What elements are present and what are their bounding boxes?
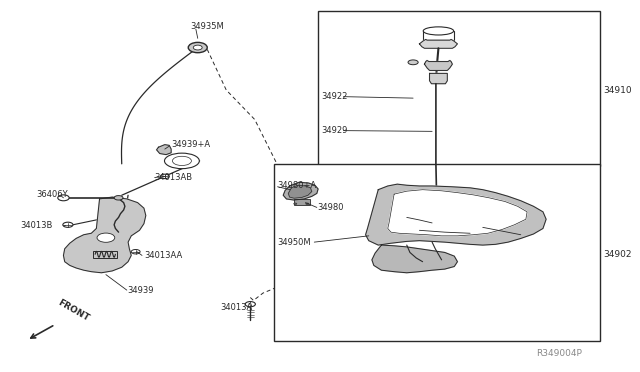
Bar xyxy=(274,164,600,341)
Text: 34929: 34929 xyxy=(321,126,348,135)
Ellipse shape xyxy=(188,42,207,53)
Ellipse shape xyxy=(58,195,69,201)
Polygon shape xyxy=(429,73,447,84)
Text: 34935M: 34935M xyxy=(190,22,224,31)
Polygon shape xyxy=(284,182,318,200)
Bar xyxy=(294,199,310,205)
Text: FRONT: FRONT xyxy=(56,298,91,323)
Text: 34910: 34910 xyxy=(603,86,632,94)
Polygon shape xyxy=(372,245,458,273)
Text: 34939: 34939 xyxy=(127,286,154,295)
Ellipse shape xyxy=(131,250,140,254)
Polygon shape xyxy=(288,185,312,198)
Text: 34939+A: 34939+A xyxy=(171,140,211,149)
Ellipse shape xyxy=(245,302,255,307)
Text: R349004P: R349004P xyxy=(536,350,582,359)
Text: 34922: 34922 xyxy=(321,92,348,101)
Polygon shape xyxy=(424,61,452,70)
Ellipse shape xyxy=(306,203,309,205)
Ellipse shape xyxy=(172,156,191,166)
Ellipse shape xyxy=(97,233,115,242)
Ellipse shape xyxy=(63,222,73,227)
Text: 36406Y: 36406Y xyxy=(36,190,68,199)
Ellipse shape xyxy=(294,203,297,205)
Text: 34980+A: 34980+A xyxy=(278,181,317,190)
Text: 34013A: 34013A xyxy=(220,303,252,312)
Text: 34902: 34902 xyxy=(603,250,632,259)
Polygon shape xyxy=(419,39,458,48)
Text: 34013AB: 34013AB xyxy=(155,173,193,182)
Ellipse shape xyxy=(114,196,123,200)
Ellipse shape xyxy=(408,60,418,65)
Polygon shape xyxy=(388,190,527,236)
Text: 34013AA: 34013AA xyxy=(144,251,182,260)
Polygon shape xyxy=(365,184,546,245)
Ellipse shape xyxy=(161,174,169,179)
Polygon shape xyxy=(157,145,171,155)
Polygon shape xyxy=(63,197,146,273)
Ellipse shape xyxy=(423,27,454,35)
Text: 34013B: 34013B xyxy=(20,221,52,230)
Bar xyxy=(93,251,117,258)
Text: 34980: 34980 xyxy=(317,203,343,212)
Ellipse shape xyxy=(193,45,202,50)
Text: 34950M: 34950M xyxy=(278,238,311,247)
Ellipse shape xyxy=(164,153,199,169)
Bar xyxy=(318,11,600,166)
